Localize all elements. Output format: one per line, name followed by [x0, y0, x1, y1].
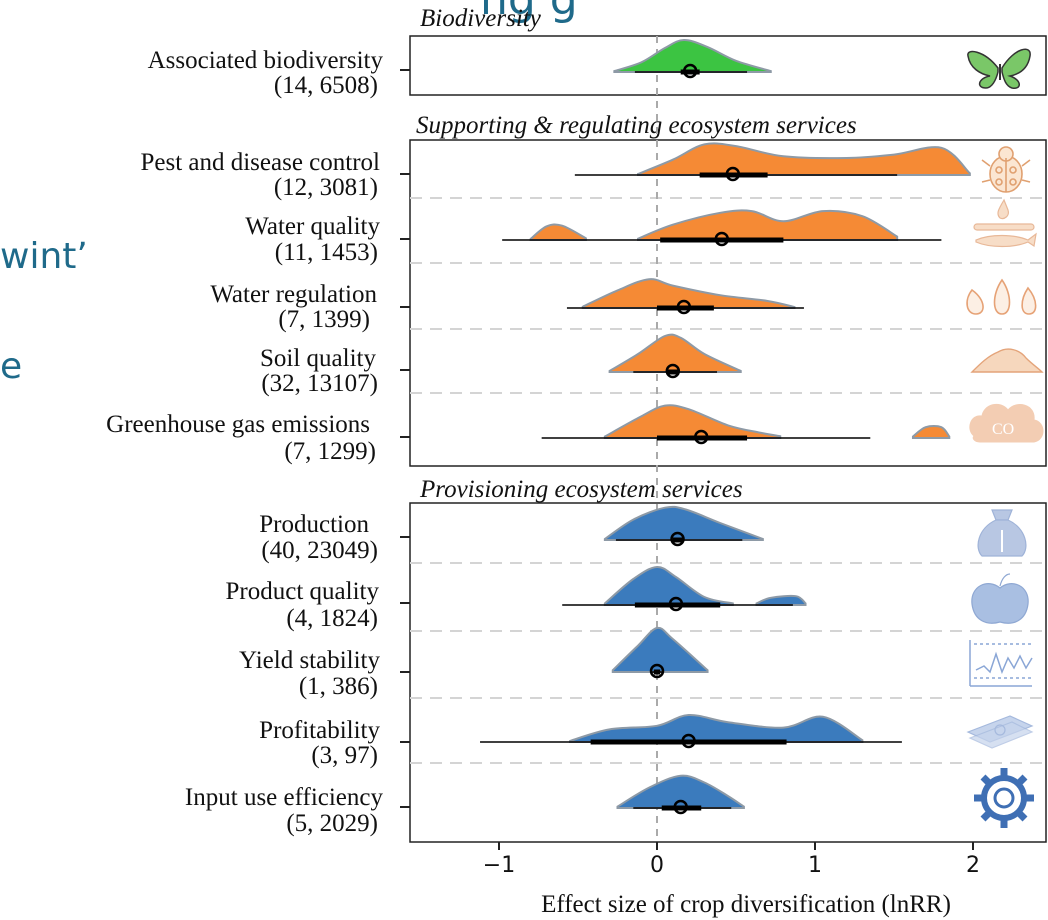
row-water-regulation: [566, 278, 804, 315]
density-associated-biodiversity: [613, 38, 772, 73]
row-counts-product-quality: (4, 1824): [286, 605, 378, 632]
density-water-quality-2: [637, 209, 899, 241]
row-counts-water-quality: (11, 1453): [275, 239, 378, 266]
density-profitability: [569, 713, 864, 743]
estimate-point-yield-stability: [649, 663, 665, 679]
row-label-soil-quality: Soil quality: [260, 345, 376, 372]
gear-icon: [974, 768, 1034, 828]
apple-icon: [971, 573, 1029, 624]
density-input-use-efficiency: [616, 774, 745, 809]
group-title-biodiversity: Biodiversity: [420, 5, 542, 32]
estimate-point-profitability: [681, 733, 696, 749]
row-label-greenhouse-gas-emissions: Greenhouse gas emissions: [106, 411, 370, 438]
row-greenhouse-gas-emissions: [541, 404, 951, 445]
group-title-provisioning: Provisioning ecosystem services: [419, 476, 743, 503]
row-pest-and-disease-control: [574, 142, 971, 182]
row-counts-yield-stability: (1, 386): [299, 673, 378, 700]
x-axis-title: Effect size of crop diversification (lnR…: [541, 891, 951, 918]
svg-text:CO: CO: [992, 421, 1014, 438]
density-soil-quality: [608, 333, 742, 373]
butterfly-icon: [967, 48, 1031, 89]
row-counts-water-regulation: (7, 1399): [278, 306, 370, 333]
row-counts-greenhouse-gas-emissions: (7, 1299): [284, 438, 376, 465]
x-tick-label-3: 2: [966, 853, 980, 878]
estimate-point-production: [670, 531, 685, 547]
estimate-point-water-regulation: [676, 299, 692, 315]
row-counts-soil-quality: (32, 13107): [261, 370, 378, 397]
x-tick-label-2: 1: [808, 853, 822, 878]
estimate-point-pest-and-disease-control: [725, 166, 741, 182]
row-label-associated-biodiversity: Associated biodiversity: [148, 47, 384, 74]
background-text-fragment-1: wint’: [0, 236, 88, 277]
estimate-point-input-use-efficiency: [673, 799, 688, 815]
grain-sack-icon: [977, 509, 1027, 557]
row-labels: Associated biodiversity (14, 6508) Pest …: [106, 47, 383, 837]
density-yield-stability: [611, 626, 709, 673]
soil-icon: [970, 348, 1044, 373]
row-counts-pest-disease-control: (12, 3081): [274, 174, 378, 201]
estimate-point-water-quality: [714, 231, 730, 247]
money-icon: [966, 715, 1034, 749]
row-product-quality: [562, 566, 807, 612]
density-water-regulation: [581, 278, 796, 309]
density-water-quality-1: [529, 223, 587, 241]
data-marks: [480, 38, 971, 815]
row-counts-associated-biodiversity: (14, 6508): [274, 72, 378, 99]
row-label-input-use-efficiency: Input use efficiency: [185, 784, 384, 811]
background-text-fragment-2: e: [0, 346, 22, 387]
row-soil-quality: [608, 333, 742, 379]
x-tick-label-1: 0: [650, 853, 664, 878]
water-quality-icon: [973, 198, 1037, 248]
estimate-point-soil-quality: [665, 363, 681, 379]
group-title-supporting-regulating: Supporting & regulating ecosystem servic…: [416, 112, 857, 139]
estimate-point-associated-biodiversity: [682, 63, 698, 79]
row-counts-input-use-efficiency: (5, 2029): [286, 810, 378, 837]
row-water-quality: [502, 209, 942, 247]
row-label-yield-stability: Yield stability: [239, 647, 380, 674]
density-pest-and-disease-control: [637, 142, 971, 176]
density-product-quality-1: [603, 566, 734, 606]
density-greenhouse-gas-emissions-1: [603, 404, 782, 439]
row-counts-profitability: (3, 97): [311, 742, 378, 769]
ladybug-icon: [981, 146, 1031, 193]
background-title-fragment: ng g: [480, 0, 578, 25]
row-separators: [410, 197, 1046, 764]
row-yield-stability: [611, 626, 709, 679]
row-production: [603, 505, 764, 547]
row-associated-biodiversity: [613, 38, 772, 79]
row-label-profitability: Profitability: [259, 717, 380, 744]
x-axis: −1 0 1 2: [483, 842, 980, 878]
estimate-point-product-quality: [668, 596, 684, 612]
row-label-water-quality: Water quality: [245, 213, 380, 240]
x-tick-label-0: −1: [483, 853, 515, 878]
panel-provisioning: [409, 502, 1047, 843]
estimate-point-greenhouse-gas-emissions: [693, 429, 709, 445]
stability-chart-icon: [969, 640, 1033, 687]
density-greenhouse-gas-emissions-2: [911, 425, 951, 439]
row-label-water-regulation: Water regulation: [210, 281, 377, 308]
row-label-product-quality: Product quality: [226, 578, 380, 605]
co2-cloud-icon: CO: [969, 403, 1044, 443]
row-label-pest-disease-control: Pest and disease control: [140, 149, 380, 176]
row-label-production: Production: [259, 511, 369, 538]
row-profitability: [480, 713, 902, 749]
row-counts-production: (40, 23049): [261, 537, 378, 564]
y-axis-ticks: [400, 69, 410, 808]
density-product-quality-2: [755, 594, 807, 606]
row-input-use-efficiency: [616, 774, 745, 815]
drops-icon: [966, 278, 1037, 315]
density-production: [603, 505, 764, 541]
